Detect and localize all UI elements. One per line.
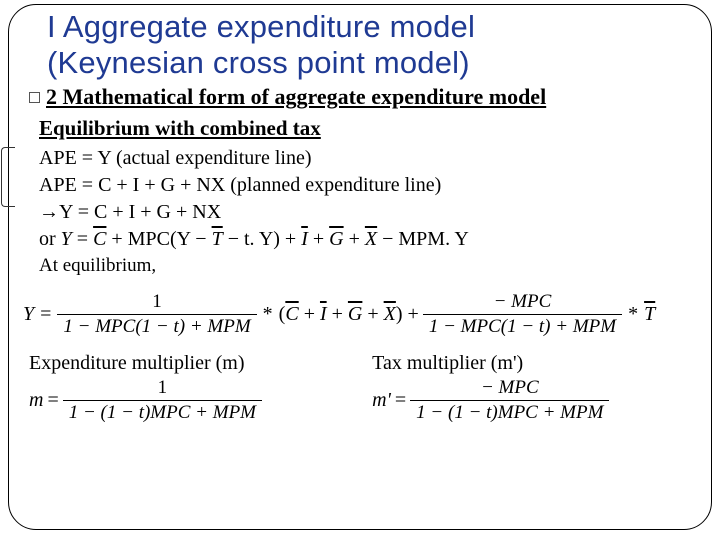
expenditure-multiplier: Expenditure multiplier (m) m = 1 1 − (1 … — [29, 352, 372, 424]
eq4-pre: or — [39, 228, 61, 250]
bigeq-f1-den: 1 − MPC(1 − t) + MPM — [57, 314, 256, 338]
be-p2: + — [327, 303, 348, 325]
bigeq-f2-den: 1 − MPC(1 − t) + MPM — [423, 314, 622, 338]
brace-icon — [1, 147, 15, 207]
equilibrium-equation: Y = 1 1 − MPC(1 − t) + MPM * (C + I + G … — [23, 291, 691, 338]
tax-multiplier: Tax multiplier (m') m' = − MPC 1 − (1 − … — [372, 352, 681, 424]
eq-line-3: →Y = C + I + G + NX — [39, 201, 691, 224]
exp-mult-eq: m = 1 1 − (1 − t)MPC + MPM — [29, 377, 372, 424]
eq4-end: − MPM. Y — [377, 228, 469, 250]
eq4-aT: − t. Y) + — [223, 228, 301, 250]
mp-eq: = — [395, 389, 406, 412]
eq-line-1: APE = Y (actual expenditure line) — [39, 147, 691, 170]
title-line-1: I Aggregate expenditure model — [47, 9, 475, 44]
bigeq-star1: * — [261, 303, 275, 326]
m-num: 1 — [63, 377, 262, 400]
section-heading: 2 Mathematical form of aggregate expendi… — [29, 84, 691, 110]
mp-num: − MPC — [410, 377, 609, 400]
be-G: G — [348, 303, 362, 326]
m-den: 1 − (1 − t)MPC + MPM — [63, 400, 262, 424]
m-lhs: m — [29, 389, 43, 412]
bullet-icon — [29, 92, 40, 103]
mp-frac: − MPC 1 − (1 − t)MPC + MPM — [410, 377, 609, 424]
eq4-C: C — [93, 228, 106, 251]
eq4-mpc: + MPC(Y − — [106, 228, 211, 250]
at-equilibrium: At equilibrium, — [39, 255, 691, 277]
bigeq-f1-num: 1 — [57, 291, 256, 314]
bigeq-f2-num: − MPC — [423, 291, 622, 314]
bigeq-star2: * — [626, 303, 640, 326]
be-p1: + — [299, 303, 320, 325]
m-eq: = — [47, 389, 58, 412]
eq4-p2: + — [344, 228, 365, 250]
eq4-T: T — [212, 228, 223, 251]
m-frac: 1 1 − (1 − t)MPC + MPM — [63, 377, 262, 424]
eq4-Y: Y — [61, 228, 72, 250]
be-p3: + — [362, 303, 383, 325]
bigeq-Y: Y — [23, 303, 34, 326]
slide-title: I Aggregate expenditure model (Keynesian… — [47, 9, 691, 80]
title-line-2: (Keynesian cross point model) — [47, 45, 470, 80]
eq4-X: X — [365, 228, 377, 251]
section-text: Mathematical form of aggregate expenditu… — [63, 84, 547, 109]
bigeq-frac1: 1 1 − MPC(1 − t) + MPM — [57, 291, 256, 338]
be-I: I — [320, 303, 327, 326]
sub-heading: Equilibrium with combined tax — [39, 116, 691, 141]
eq4-G: G — [329, 228, 343, 251]
be-C: C — [285, 303, 298, 326]
bigeq-eq: = — [38, 303, 53, 326]
eq-line-4: or Y = C + MPC(Y − T − t. Y) + I + G + X… — [39, 228, 691, 251]
section-num: 2 — [46, 84, 57, 109]
eq4-p1: + — [308, 228, 329, 250]
eq-line-2: APE = C + I + G + NX (planned expenditur… — [39, 174, 691, 197]
eq4-eq: = — [72, 228, 93, 250]
exp-mult-label: Expenditure multiplier (m) — [29, 352, 372, 375]
tax-mult-eq: m' = − MPC 1 − (1 − t)MPC + MPM — [372, 377, 681, 424]
multipliers-row: Expenditure multiplier (m) m = 1 1 − (1 … — [29, 352, 691, 424]
mp-lhs: m' — [372, 389, 391, 412]
slide-frame: I Aggregate expenditure model (Keynesian… — [8, 4, 712, 530]
bigeq-T: T — [644, 303, 655, 326]
bigeq-frac2: − MPC 1 − MPC(1 − t) + MPM — [423, 291, 622, 338]
tax-mult-label: Tax multiplier (m') — [372, 352, 681, 375]
bigeq-paren: (C + I + G + X) + — [279, 303, 419, 326]
be-X: X — [384, 303, 396, 326]
eq4-I: I — [301, 228, 308, 251]
mp-den: 1 − (1 − t)MPC + MPM — [410, 400, 609, 424]
